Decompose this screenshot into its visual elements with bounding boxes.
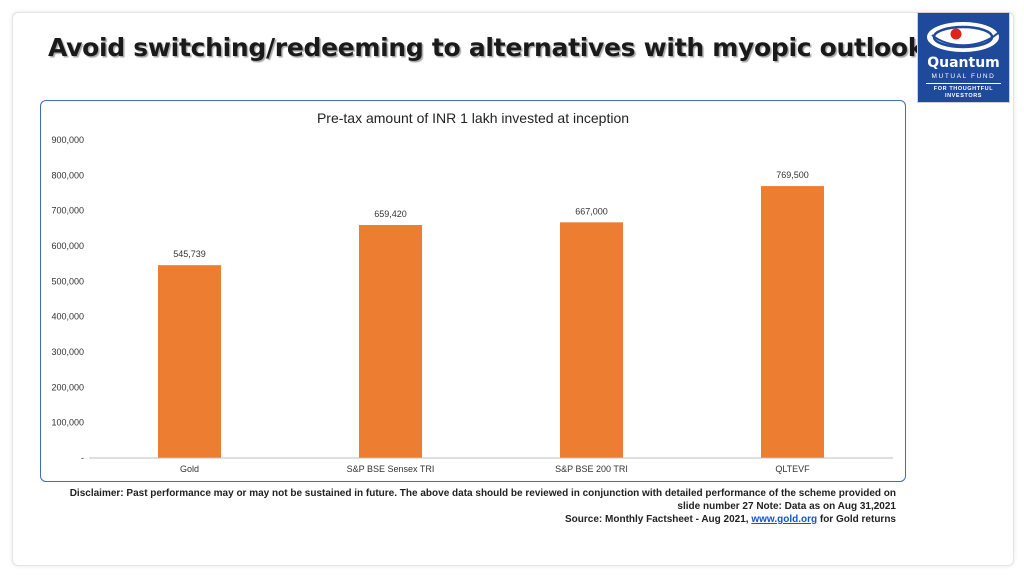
bar: [560, 222, 623, 458]
chart-title: Pre-tax amount of INR 1 lakh invested at…: [317, 110, 629, 126]
y-tick-label: 600,000: [51, 241, 84, 251]
chart-container: Pre-tax amount of INR 1 lakh invested at…: [40, 100, 906, 482]
y-tick-label: -: [81, 453, 84, 463]
logo-subtitle: MUTUAL FUND: [931, 73, 996, 80]
disclaimer-line-1: Disclaimer: Past performance may or may …: [69, 488, 896, 499]
logo-divider: [926, 83, 1001, 84]
page-title: Avoid switching/redeeming to alternative…: [48, 33, 925, 62]
quantum-logo: Quantum MUTUAL FUND FOR THOUGHTFUL INVES…: [917, 12, 1010, 103]
bar-chart: Pre-tax amount of INR 1 lakh invested at…: [51, 110, 893, 474]
source-suffix: for Gold returns: [817, 514, 896, 525]
x-tick-label: Gold: [180, 464, 199, 474]
disclaimer-line-2: slide number 27 Note: Data as on Aug 31,…: [677, 501, 896, 512]
gold-org-link[interactable]: www.gold.org: [751, 514, 818, 525]
y-tick-label: 900,000: [51, 135, 84, 145]
y-tick-label: 400,000: [51, 312, 84, 322]
source-line: Source: Monthly Factsheet - Aug 2021, ww…: [50, 513, 896, 526]
bar-data-label: 667,000: [575, 206, 608, 216]
logo-name: Quantum: [927, 55, 1000, 71]
y-tick-label: 300,000: [51, 347, 84, 357]
bar: [359, 225, 422, 458]
bar: [158, 265, 221, 458]
bars: 545,739 659,420 667,000 769,500: [158, 170, 824, 459]
x-tick-label: S&P BSE 200 TRI: [555, 464, 628, 474]
x-tick-label: S&P BSE Sensex TRI: [347, 464, 435, 474]
y-tick-label: 500,000: [51, 276, 84, 286]
x-tick-label: QLTEVF: [775, 464, 810, 474]
bar: [761, 186, 824, 459]
y-tick-label: 700,000: [51, 206, 84, 216]
x-axis: Gold S&P BSE Sensex TRI S&P BSE 200 TRI QLT…: [180, 464, 810, 474]
bar-data-label: 769,500: [776, 170, 809, 180]
source-prefix: Source: Monthly Factsheet - Aug 2021,: [565, 514, 752, 525]
logo-emblem-icon: [927, 22, 999, 52]
y-axis: - 100,000 200,000 300,000 400,000 500,000 600,…: [51, 135, 84, 463]
bar-data-label: 545,739: [173, 249, 206, 259]
y-tick-label: 800,000: [51, 170, 84, 180]
bar-data-label: 659,420: [374, 209, 407, 219]
logo-tagline: FOR THOUGHTFUL INVESTORS: [933, 86, 994, 99]
disclaimer: Disclaimer: Past performance may or may …: [50, 487, 896, 526]
y-tick-label: 100,000: [51, 418, 84, 428]
y-tick-label: 200,000: [51, 382, 84, 392]
